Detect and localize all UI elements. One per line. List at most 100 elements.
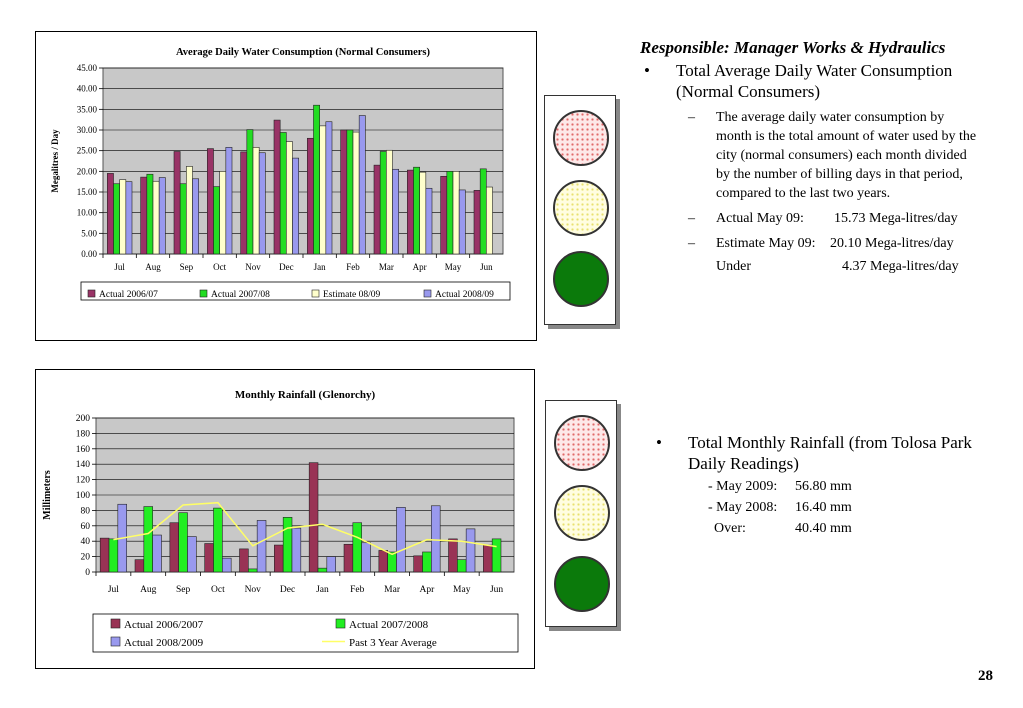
- legend-swatch: [335, 618, 346, 629]
- x-tick-label: Jan: [316, 585, 329, 595]
- rainfall-chart: Monthly Rainfall (Glenorchy) 0 20 40 60 80 100…: [35, 369, 535, 669]
- y-tick-label: 100: [76, 491, 91, 501]
- bar-actual-2006-2007: [204, 543, 214, 573]
- bar-actual-2007-08: [113, 183, 120, 255]
- legend-label: Actual 2007/08: [211, 290, 270, 300]
- may2008-value: 16.40 mm: [795, 500, 852, 515]
- bar-actual-2006-2007: [483, 544, 493, 573]
- bar-actual-2007-08: [279, 132, 287, 255]
- bar-actual-2007-08: [246, 129, 254, 255]
- x-tick-label: Sep: [180, 262, 194, 272]
- bar-estimate-08-09: [219, 171, 227, 255]
- bar-actual-2006-2007: [308, 462, 319, 573]
- legend-swatch: [423, 289, 432, 298]
- y-tick-label: 0: [85, 568, 90, 578]
- bar-actual-2007-08: [313, 104, 320, 255]
- bar-actual-2008-2009: [187, 536, 197, 573]
- bar-actual-2007-08: [479, 168, 487, 255]
- y-tick-label: 40: [81, 537, 91, 547]
- legend-label: Actual 2006/07: [99, 290, 158, 300]
- x-tick-label: Apr: [420, 585, 436, 595]
- bar-actual-2008-2009: [256, 520, 267, 573]
- x-tick-label: May: [453, 585, 471, 595]
- bar-estimate-08-09: [419, 171, 427, 255]
- bar-actual-2008-09: [192, 178, 199, 255]
- bar-actual-2008-2009: [222, 557, 232, 573]
- bar-actual-2007-2008: [491, 538, 502, 573]
- y-axis-label: Megalitres / Day: [50, 129, 60, 193]
- average-line: [113, 501, 497, 556]
- bar-estimate-08-09: [119, 179, 127, 255]
- bar-actual-2006-07: [107, 173, 114, 255]
- x-tick-label: Nov: [245, 262, 261, 272]
- y-tick-label: 60: [81, 522, 91, 532]
- may2009-label: - May 2009:: [708, 479, 778, 494]
- bar-actual-2008-2009: [431, 505, 441, 573]
- bar-actual-2006-07: [240, 151, 248, 255]
- bar-estimate-08-09: [319, 125, 327, 255]
- bar-actual-2008-09: [258, 152, 266, 255]
- bar-actual-2006-2007: [99, 537, 110, 573]
- may2009-item: - May 2009: 56.80 mm: [652, 476, 992, 497]
- bar-actual-2007-08: [379, 151, 387, 255]
- y-tick-label: 30.00: [77, 125, 98, 135]
- x-tick-label: Oct: [213, 262, 226, 272]
- under-label: Under: [716, 259, 751, 274]
- legend-swatch: [110, 618, 121, 629]
- y-tick-label: 35.00: [77, 104, 98, 114]
- x-tick-label: Feb: [346, 262, 360, 272]
- actual-label: Actual May 09:: [716, 211, 804, 226]
- bar-actual-2006-2007: [448, 538, 458, 573]
- green-light-icon: [553, 251, 609, 307]
- bar-actual-2006-2007: [239, 548, 249, 573]
- bar-actual-2008-09: [292, 157, 299, 255]
- page-number: 28: [978, 668, 993, 684]
- bar-actual-2007-2008: [248, 568, 258, 573]
- bar-actual-2007-2008: [108, 538, 119, 573]
- green-light-icon: [554, 556, 610, 612]
- rainfall-notes: • Total Monthly Rainfall (from Tolosa Pa…: [652, 430, 992, 539]
- legend-label: Estimate 08/09: [323, 290, 381, 300]
- bar-estimate-08-09: [286, 141, 293, 255]
- actual-value: 15.73 Mega-litres/day: [834, 211, 958, 226]
- bar-actual-2007-2008: [282, 517, 293, 573]
- y-tick-label: 10.00: [77, 208, 98, 218]
- bar-actual-2006-07: [307, 137, 314, 255]
- consumption-notes: Responsible: Manager Works & Hydraulics …: [640, 37, 980, 276]
- bar-actual-2006-07: [440, 175, 448, 255]
- bar-actual-2006-07: [407, 169, 414, 255]
- responsible-heading: Responsible: Manager Works & Hydraulics: [640, 38, 946, 57]
- bar-actual-2008-2009: [361, 542, 371, 573]
- legend-swatch: [199, 289, 208, 298]
- bar-estimate-08-09: [452, 171, 460, 255]
- bar-estimate-08-09: [386, 149, 393, 255]
- legend-swatch: [110, 636, 121, 647]
- bar-actual-2006-2007: [378, 550, 388, 573]
- y-tick-label: 180: [76, 429, 91, 439]
- bar-actual-2007-08: [413, 166, 420, 255]
- y-tick-label: 200: [76, 414, 91, 424]
- y-tick-label: 80: [81, 506, 91, 516]
- bar-actual-2006-2007: [134, 559, 145, 573]
- bullet-icon: •: [644, 61, 650, 80]
- x-tick-label: Jun: [480, 262, 493, 272]
- y-tick-label: 0.00: [81, 249, 97, 259]
- rainfall-heading: Total Monthly Rainfall (from Tolosa Park…: [688, 433, 972, 473]
- bullet-icon: •: [656, 433, 662, 452]
- x-tick-label: May: [445, 262, 462, 272]
- y-axis-label: Millimeters: [42, 470, 53, 520]
- red-light-icon: [553, 110, 609, 166]
- x-tick-label: Jul: [108, 585, 119, 595]
- traffic-light-consumption: [544, 95, 616, 325]
- bar-actual-2006-2007: [343, 543, 354, 573]
- bar-actual-2006-07: [340, 129, 348, 255]
- bar-actual-2006-07: [173, 151, 181, 255]
- yellow-light-icon: [553, 180, 609, 236]
- x-tick-label: Jan: [314, 262, 326, 272]
- bar-actual-2008-09: [225, 147, 233, 255]
- bar-actual-2008-09: [158, 177, 166, 255]
- legend-swatch: [311, 289, 320, 298]
- x-tick-label: Apr: [413, 262, 427, 272]
- bar-actual-2008-09: [358, 115, 366, 255]
- x-tick-label: Mar: [384, 585, 401, 595]
